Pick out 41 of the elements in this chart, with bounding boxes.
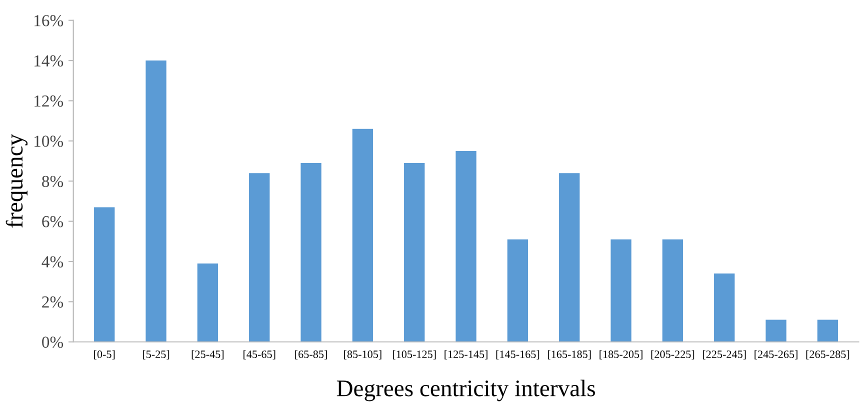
- bar: [404, 163, 425, 342]
- x-tick-label: [105-125]: [392, 350, 436, 360]
- bar: [714, 274, 735, 342]
- y-tick-label: 8%: [42, 176, 64, 188]
- y-tick-label: 4%: [42, 256, 64, 268]
- x-tick-label: [225-245]: [702, 350, 746, 360]
- x-tick-label: [85-105]: [344, 350, 382, 360]
- x-tick-label: [125-145]: [444, 350, 488, 360]
- y-tick-label: 0%: [42, 336, 64, 348]
- y-tick-label: 10%: [34, 136, 64, 147]
- y-tick-label: 2%: [42, 296, 64, 308]
- x-tick-label: [205-225]: [651, 350, 694, 360]
- bar: [197, 264, 218, 342]
- y-tick-label: 6%: [42, 216, 64, 228]
- x-tick-label: [245-265]: [754, 350, 798, 360]
- bar: [94, 207, 115, 342]
- bar: [662, 239, 684, 342]
- bar: [456, 150, 476, 342]
- y-tick-label: 12%: [34, 95, 64, 107]
- x-tick-label: [45-65]: [244, 350, 276, 360]
- y-tick-label: 14%: [34, 55, 64, 67]
- bar: [507, 239, 528, 342]
- bar: [610, 239, 632, 342]
- x-tick-label: [25-45]: [192, 350, 224, 360]
- x-tick-label: [165-185]: [548, 350, 591, 360]
- y-axis-title: frequency: [6, 134, 28, 228]
- bar: [249, 173, 270, 342]
- bar: [766, 320, 786, 342]
- y-tick-label: 16%: [34, 15, 64, 26]
- bar: [559, 173, 580, 342]
- x-tick-label: [65-85]: [295, 350, 327, 360]
- x-tick-label: [5-25]: [142, 350, 170, 360]
- x-tick-label: [185-205]: [600, 350, 642, 360]
- x-axis-title: Degrees centricity intervals: [336, 380, 595, 402]
- bar: [300, 163, 322, 342]
- x-tick-label: [0-5]: [94, 350, 115, 360]
- bar: [817, 320, 838, 342]
- x-tick-label: [145-165]: [496, 350, 540, 360]
- bar: [146, 60, 166, 342]
- bar: [352, 128, 374, 342]
- x-tick-label: [265-285]: [806, 350, 850, 360]
